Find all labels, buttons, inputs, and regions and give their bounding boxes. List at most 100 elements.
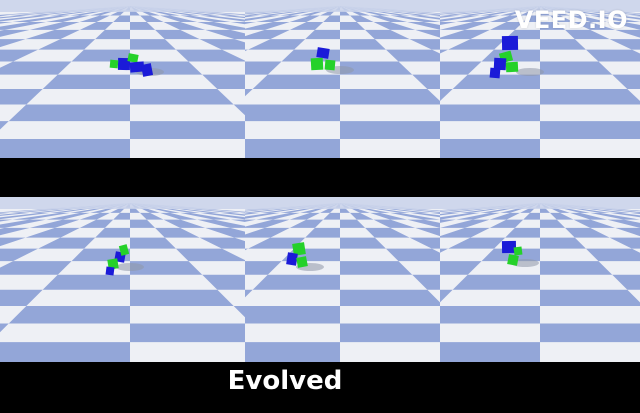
- floor-tile: [565, 227, 610, 238]
- blue-cube: [286, 252, 298, 266]
- floor-tile: [202, 274, 245, 290]
- green-cube: [505, 61, 519, 73]
- floor-tile: [349, 212, 374, 220]
- floor-tile: [440, 104, 540, 122]
- floor-tile: [448, 237, 506, 249]
- green-cube: [109, 59, 119, 69]
- floor-tile: [130, 121, 245, 140]
- floor-tile: [407, 219, 440, 228]
- blue-cube: [501, 35, 519, 51]
- floor-tile: [159, 212, 198, 220]
- floor-tile: [540, 219, 566, 228]
- floor-tile: [359, 207, 390, 213]
- floor-tile: [25, 227, 80, 238]
- floor-tile: [340, 121, 440, 140]
- floor-tile: [175, 49, 245, 62]
- floor-tile: [573, 21, 616, 30]
- floor-tile: [440, 88, 453, 102]
- floor-tile: [245, 261, 282, 275]
- floor-tile: [323, 212, 340, 220]
- floor-tile: [155, 227, 200, 238]
- floor-tile: [158, 207, 200, 213]
- floor-tile: [369, 212, 408, 220]
- floor-tile: [549, 15, 574, 22]
- horizon-haze: [440, 0, 640, 12]
- floor-tile: [95, 227, 130, 238]
- floor-tile: [79, 21, 114, 30]
- top-left-simulation: [0, 0, 245, 158]
- floor-tile: [440, 61, 482, 75]
- floor-tile: [585, 248, 640, 262]
- floor-tile: [373, 21, 416, 30]
- floor-tile: [565, 29, 610, 40]
- floor-tile: [10, 207, 77, 213]
- floor-tile: [130, 88, 234, 105]
- floor-tile: [523, 15, 540, 22]
- floor-tile: [440, 207, 478, 211]
- floor-tile: [139, 207, 160, 213]
- floor-tile: [340, 61, 413, 75]
- floor-tile: [245, 227, 290, 238]
- horizon-haze: [245, 0, 440, 12]
- floor-tile: [256, 15, 301, 22]
- floor-tile: [8, 104, 131, 122]
- floor-tile: [197, 219, 245, 228]
- floor-tile: [205, 29, 245, 40]
- floor-tile: [0, 121, 9, 130]
- floor-tile: [233, 104, 245, 116]
- floor-tile: [0, 15, 51, 22]
- floor-tile: [0, 261, 72, 275]
- floor-tile: [340, 261, 413, 275]
- floor-tile: [378, 207, 430, 213]
- floor-tile: [79, 219, 114, 228]
- panel-bottom-middle: [245, 197, 440, 362]
- floor-tile: [38, 237, 96, 249]
- floor-tile: [489, 21, 524, 30]
- floor-tile: [175, 248, 245, 262]
- floor-tile: [569, 15, 608, 22]
- panel-bottom-left: [0, 197, 245, 362]
- floor-tile: [523, 212, 540, 220]
- floor-tile: [79, 15, 111, 22]
- floor-tile: [612, 274, 640, 290]
- floor-tile: [0, 61, 72, 75]
- creature-bottom-right: [501, 240, 523, 266]
- floor-tile: [0, 289, 43, 307]
- floor-tile: [252, 274, 340, 290]
- floor-tile: [0, 207, 68, 213]
- blue-cube: [316, 47, 330, 59]
- floor-tile: [349, 207, 370, 213]
- green-cube: [324, 59, 336, 71]
- floor-tile: [245, 306, 340, 324]
- floor-tile: [245, 289, 253, 298]
- floor-tile: [245, 104, 340, 122]
- floor-tile: [0, 139, 130, 158]
- horizon-haze: [0, 197, 245, 209]
- floor-tile: [139, 212, 164, 220]
- horizon-haze: [440, 197, 640, 209]
- floor-tile: [30, 207, 87, 213]
- floor-tile: [71, 49, 130, 62]
- floor-tile: [178, 207, 240, 213]
- floor-tile: [609, 237, 640, 249]
- floor-tile: [440, 139, 540, 158]
- floor-tile: [239, 15, 245, 16]
- floor-tile: [305, 227, 340, 238]
- top-right-simulation: [440, 0, 640, 158]
- floor-tile: [540, 61, 613, 75]
- floor-tile: [320, 207, 336, 213]
- floor-tile: [369, 15, 408, 22]
- floor-tile: [245, 207, 297, 213]
- floor-tile: [139, 15, 164, 22]
- floor-tile: [46, 15, 91, 22]
- floor-tile: [549, 212, 574, 220]
- floor-tile: [113, 15, 130, 22]
- creature-top-right: [489, 35, 519, 79]
- floor-tile: [179, 212, 231, 220]
- floor-tile: [245, 21, 290, 30]
- floor-tile: [440, 227, 490, 238]
- floor-tile: [0, 212, 31, 216]
- blue-cube: [501, 240, 517, 254]
- floor-tile: [540, 289, 640, 307]
- floor-tile: [569, 212, 608, 220]
